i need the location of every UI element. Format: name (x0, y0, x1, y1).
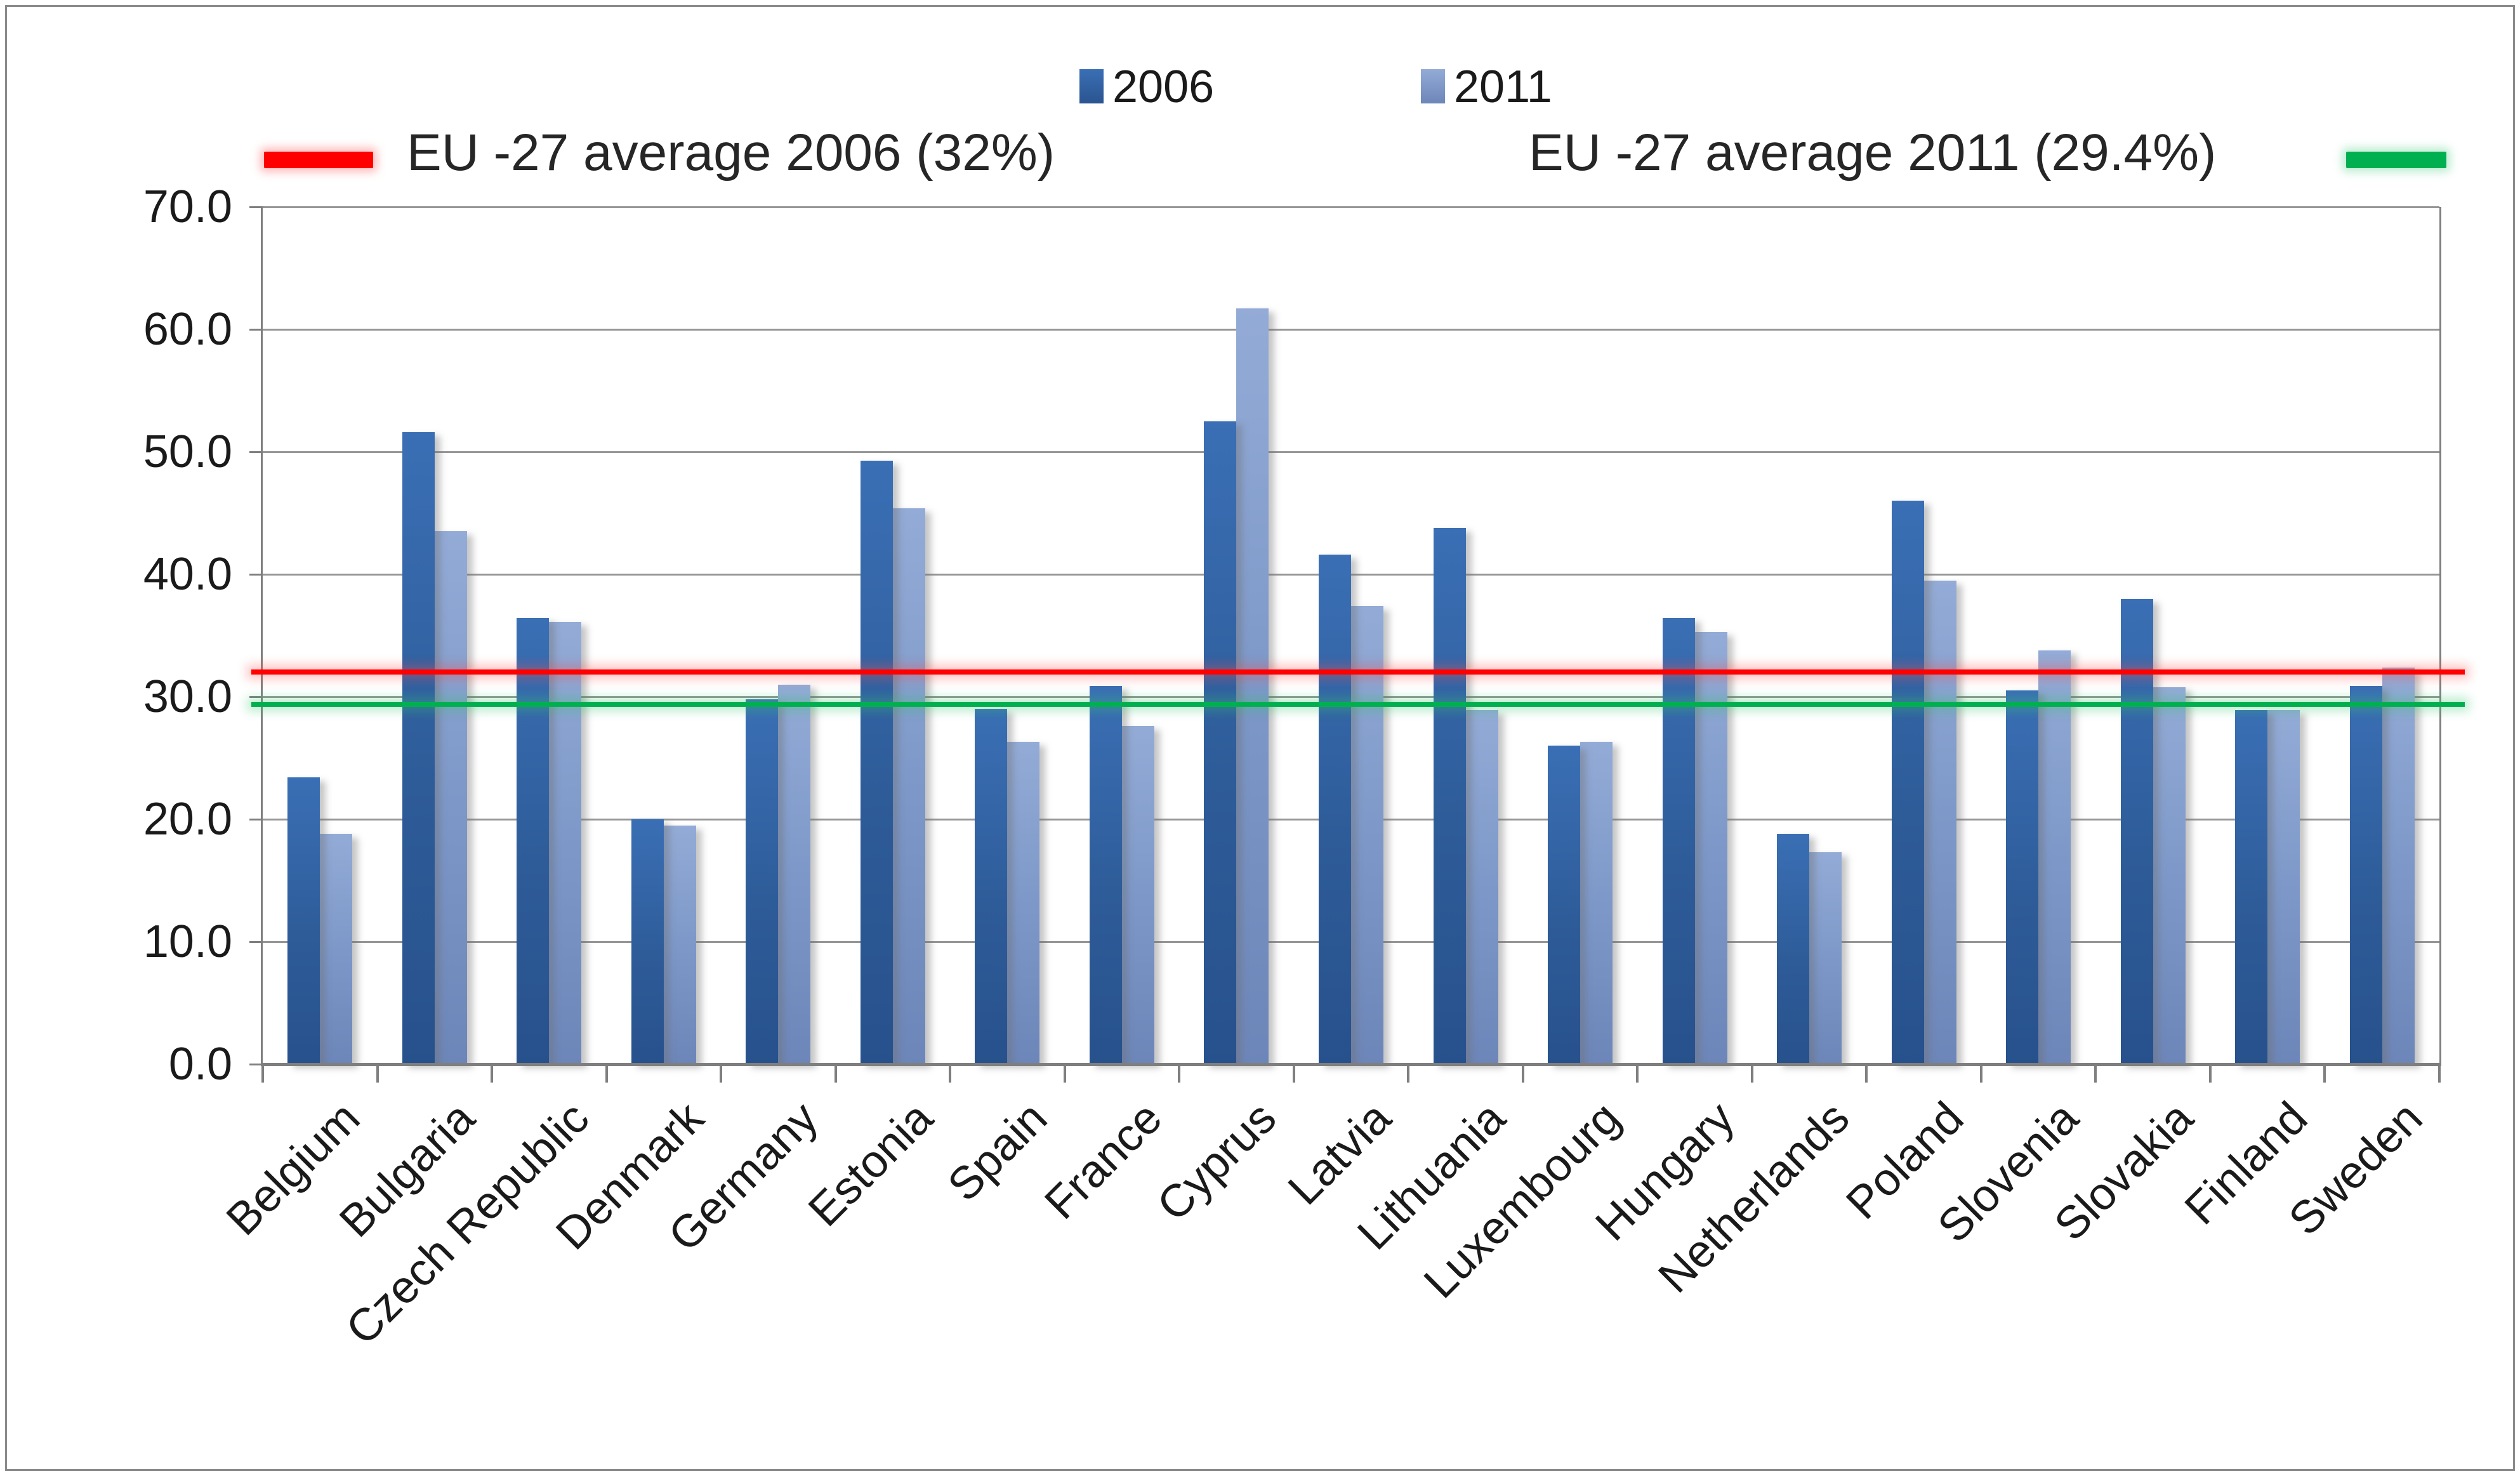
x-tick (720, 1066, 722, 1083)
x-tick (1865, 1066, 1868, 1083)
bar-2006-luxembourg (1548, 746, 1580, 1064)
bar-2006-sweden (2350, 686, 2382, 1064)
y-axis-label: 10.0 (143, 916, 232, 967)
bar-2006-germany (746, 699, 778, 1064)
eu-average-2006-line-swatch (264, 152, 373, 168)
bar-2006-cyprus (1204, 421, 1236, 1064)
eu-average-2006-label: EU -27 average 2006 (32%) (407, 124, 1055, 181)
bar-2011-netherlands (1809, 852, 1842, 1064)
eu-average-2011-line-swatch (2346, 152, 2446, 168)
y-axis-label: 70.0 (143, 181, 232, 232)
x-tick (1293, 1066, 1295, 1083)
bar-2011-belgium (320, 834, 352, 1064)
y-tick (249, 819, 263, 820)
legend-label-2006: 2006 (1112, 62, 1215, 112)
bar-2006-belgium (287, 777, 320, 1064)
bar-2011-france (1122, 726, 1154, 1064)
gridline (263, 329, 2439, 331)
legend-swatch-2006 (1079, 69, 1104, 103)
x-tick (1064, 1066, 1066, 1083)
x-tick (1178, 1066, 1180, 1083)
bar-2011-germany (778, 685, 810, 1064)
bar-2006-france (1090, 686, 1122, 1064)
x-tick (1522, 1066, 1524, 1083)
x-tick (261, 1066, 264, 1083)
x-tick (835, 1066, 837, 1083)
gridline (263, 451, 2439, 453)
bar-2006-czech-republic (517, 618, 549, 1064)
chart-frame: 2006 2011 EU -27 average 2006 (32%) EU -… (5, 5, 2515, 1471)
y-tick (249, 696, 263, 698)
legend-swatch-2011 (1421, 69, 1445, 103)
bar-2006-hungary (1663, 618, 1695, 1064)
bar-2011-poland (1924, 581, 1956, 1064)
bar-2011-lithuania (1466, 710, 1498, 1064)
x-axis-label-france: France (1035, 1092, 1172, 1229)
bar-2006-netherlands (1777, 834, 1809, 1064)
y-tick (249, 329, 263, 331)
x-tick (1407, 1066, 1409, 1083)
x-tick (1636, 1066, 1639, 1083)
x-tick (491, 1066, 493, 1083)
x-tick (2438, 1066, 2441, 1083)
x-axis-label-estonia: Estonia (798, 1092, 943, 1236)
x-tick (2209, 1066, 2212, 1083)
bar-2011-luxembourg (1580, 742, 1613, 1064)
bar-2011-finland (2267, 710, 2300, 1064)
bar-2011-latvia (1351, 606, 1383, 1064)
bar-2011-denmark (664, 826, 696, 1064)
bar-2006-finland (2235, 710, 2267, 1064)
bar-2006-denmark (631, 819, 664, 1064)
y-axis-label: 40.0 (143, 549, 232, 600)
y-tick (249, 574, 263, 576)
bar-2011-hungary (1695, 632, 1727, 1064)
y-axis-label: 30.0 (143, 671, 232, 722)
bar-2006-lithuania (1434, 528, 1466, 1064)
x-tick (1980, 1066, 1982, 1083)
y-axis-label: 20.0 (143, 794, 232, 845)
eu-average-2011-label: EU -27 average 2011 (29.4%) (1529, 124, 2217, 181)
x-tick (2094, 1066, 2097, 1083)
bar-2011-cyprus (1236, 308, 1269, 1064)
y-tick (249, 941, 263, 943)
plot-area (249, 206, 2465, 1083)
x-tick (605, 1066, 608, 1083)
y-tick (249, 1064, 263, 1065)
bar-2006-poland (1892, 501, 1924, 1064)
bar-2006-estonia (861, 461, 893, 1064)
bar-2011-czech-republic (549, 622, 581, 1064)
bar-2011-spain (1007, 742, 1039, 1064)
bar-2006-latvia (1319, 555, 1351, 1064)
y-tick (249, 206, 263, 208)
reference-line-2720 (251, 702, 2465, 707)
gridline (263, 206, 2439, 208)
x-tick (376, 1066, 379, 1083)
x-axis-label-cyprus: Cyprus (1147, 1092, 1286, 1231)
x-tick (949, 1066, 951, 1083)
gridline (263, 574, 2439, 576)
bar-2011-slovenia (2038, 650, 2071, 1064)
bar-2006-bulgaria (402, 432, 435, 1064)
bar-2011-sweden (2382, 668, 2415, 1064)
bar-2011-bulgaria (435, 531, 467, 1064)
x-tick (2323, 1066, 2326, 1083)
x-tick (1751, 1066, 1753, 1083)
bar-2006-spain (975, 709, 1007, 1064)
x-axis-line (261, 1063, 2441, 1066)
bar-2006-slovakia (2121, 599, 2153, 1064)
bar-2011-estonia (893, 508, 925, 1064)
reference-line-2720 (251, 669, 2465, 675)
y-axis-label: 60.0 (143, 304, 232, 355)
y-tick (249, 451, 263, 453)
y-axis-label: 0.0 (168, 1039, 232, 1090)
y-axis-label: 50.0 (143, 426, 232, 477)
bar-2006-slovenia (2006, 690, 2038, 1064)
legend-label-2011: 2011 (1454, 62, 1552, 112)
bar-2011-slovakia (2153, 687, 2186, 1064)
